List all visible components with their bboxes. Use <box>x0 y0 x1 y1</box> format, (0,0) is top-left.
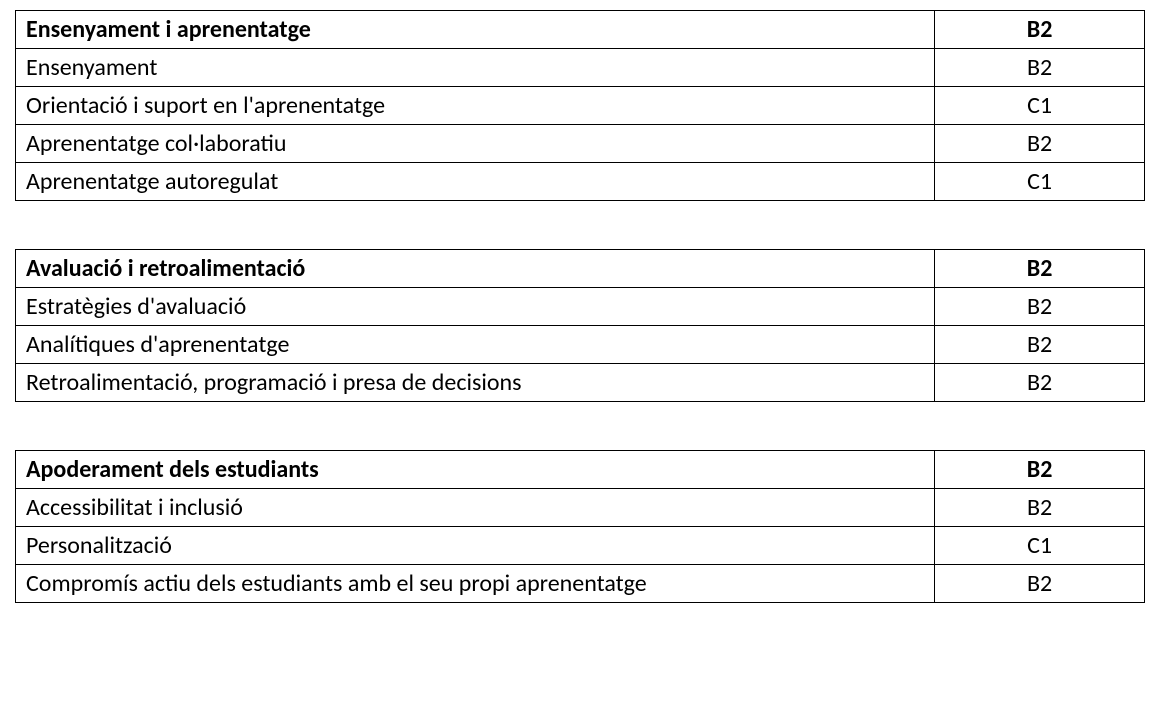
table-row: Aprenentatge autoregulatC1 <box>16 163 1145 201</box>
row-level: B2 <box>935 489 1145 527</box>
row-level: B2 <box>935 49 1145 87</box>
header-level: B2 <box>935 250 1145 288</box>
table-row: Orientació i suport en l'aprenentatgeC1 <box>16 87 1145 125</box>
tables-container: Ensenyament i aprenentatgeB2EnsenyamentB… <box>15 10 1147 603</box>
row-level: B2 <box>935 326 1145 364</box>
row-level: B2 <box>935 288 1145 326</box>
row-level: B2 <box>935 565 1145 603</box>
table-row: Analítiques d'aprenentatgeB2 <box>16 326 1145 364</box>
row-label: Retroalimentació, programació i presa de… <box>16 364 935 402</box>
competency-table: Ensenyament i aprenentatgeB2EnsenyamentB… <box>15 10 1145 201</box>
row-level: C1 <box>935 87 1145 125</box>
row-label: Aprenentatge autoregulat <box>16 163 935 201</box>
row-level: B2 <box>935 364 1145 402</box>
header-label: Avaluació i retroalimentació <box>16 250 935 288</box>
row-label: Compromís actiu dels estudiants amb el s… <box>16 565 935 603</box>
competency-table: Apoderament dels estudiantsB2Accessibili… <box>15 450 1145 603</box>
table-header-row: Avaluació i retroalimentacióB2 <box>16 250 1145 288</box>
row-label: Aprenentatge col·laboratiu <box>16 125 935 163</box>
table-row: Compromís actiu dels estudiants amb el s… <box>16 565 1145 603</box>
competency-table: Avaluació i retroalimentacióB2Estratègie… <box>15 249 1145 402</box>
table-row: Aprenentatge col·laboratiuB2 <box>16 125 1145 163</box>
table-header-row: Apoderament dels estudiantsB2 <box>16 451 1145 489</box>
table-row: EnsenyamentB2 <box>16 49 1145 87</box>
header-label: Ensenyament i aprenentatge <box>16 11 935 49</box>
table-header-row: Ensenyament i aprenentatgeB2 <box>16 11 1145 49</box>
row-label: Orientació i suport en l'aprenentatge <box>16 87 935 125</box>
row-level: C1 <box>935 527 1145 565</box>
row-level: B2 <box>935 125 1145 163</box>
table-row: Accessibilitat i inclusióB2 <box>16 489 1145 527</box>
table-row: PersonalitzacióC1 <box>16 527 1145 565</box>
table-row: Retroalimentació, programació i presa de… <box>16 364 1145 402</box>
header-level: B2 <box>935 11 1145 49</box>
header-level: B2 <box>935 451 1145 489</box>
row-level: C1 <box>935 163 1145 201</box>
row-label: Analítiques d'aprenentatge <box>16 326 935 364</box>
row-label: Personalització <box>16 527 935 565</box>
row-label: Ensenyament <box>16 49 935 87</box>
row-label: Accessibilitat i inclusió <box>16 489 935 527</box>
header-label: Apoderament dels estudiants <box>16 451 935 489</box>
row-label: Estratègies d'avaluació <box>16 288 935 326</box>
table-row: Estratègies d'avaluacióB2 <box>16 288 1145 326</box>
